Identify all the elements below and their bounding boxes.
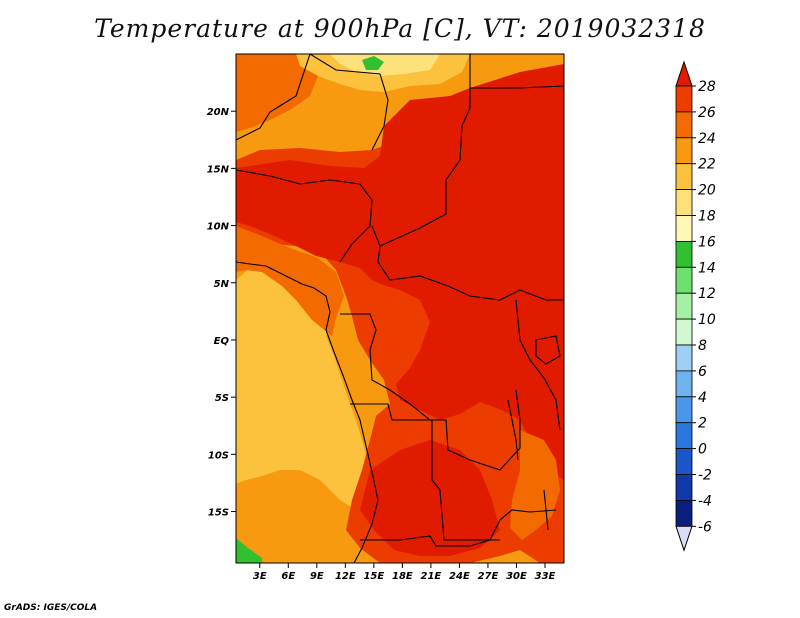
lake-tanganyika bbox=[507, 399, 519, 461]
colorbar-swatch bbox=[675, 215, 693, 242]
colorbar-label: 24 bbox=[698, 131, 716, 147]
colorbar-label: 12 bbox=[698, 286, 716, 302]
colorbar-over-triangle bbox=[675, 60, 693, 87]
colorbar-swatch bbox=[675, 111, 693, 139]
colorbar-label: 22 bbox=[698, 157, 716, 173]
lon-label: 3E bbox=[253, 571, 267, 582]
colorbar-label: 10 bbox=[698, 312, 716, 328]
colorbar-label: 4 bbox=[698, 390, 707, 406]
lon-label: 9E bbox=[310, 571, 324, 582]
lake-sahara-region bbox=[330, 54, 440, 76]
lon-label: 27E bbox=[478, 571, 499, 582]
lon-label: 21E bbox=[421, 571, 442, 582]
border-angola bbox=[350, 403, 500, 541]
border-west-1 bbox=[236, 54, 311, 141]
colorbar-label: -4 bbox=[698, 493, 712, 509]
border-car bbox=[377, 245, 564, 301]
colorbar-swatch bbox=[675, 266, 693, 294]
colorbar-swatch bbox=[675, 163, 693, 190]
colorbar-swatch bbox=[675, 137, 693, 165]
colorbar-swatch bbox=[675, 474, 693, 501]
lat-label: 15N bbox=[207, 164, 230, 175]
hottest-core-region bbox=[236, 64, 564, 480]
border-south bbox=[360, 509, 557, 547]
colorbar-label: -6 bbox=[698, 519, 712, 535]
colorbar-under-triangle bbox=[675, 525, 693, 552]
warm-north-band bbox=[236, 54, 318, 132]
lon-label: 18E bbox=[392, 571, 413, 582]
lon-label: 6E bbox=[281, 571, 295, 582]
cool-east-highlands bbox=[510, 430, 560, 540]
lake-malawi bbox=[543, 489, 549, 531]
lon-label: 12E bbox=[335, 571, 356, 582]
border-east bbox=[515, 299, 561, 431]
lat-label: 5S bbox=[215, 393, 229, 404]
green-patch-southwest bbox=[236, 538, 262, 563]
border-north-2 bbox=[371, 54, 471, 247]
colorbar-label: -2 bbox=[698, 468, 712, 484]
colorbar-swatch bbox=[675, 344, 693, 372]
lat-label: 5N bbox=[214, 279, 230, 290]
lat-label: EQ bbox=[214, 336, 230, 347]
colorbar-label: 16 bbox=[698, 234, 716, 250]
colorbar-swatch bbox=[675, 240, 693, 268]
lat-label: 10N bbox=[207, 222, 230, 233]
hot-south-region bbox=[360, 440, 500, 556]
colorbar-label: 28 bbox=[698, 79, 716, 95]
colorbar-label: 14 bbox=[698, 260, 716, 276]
colorbar-swatch bbox=[675, 499, 693, 527]
colorbar-swatch bbox=[675, 396, 693, 424]
warm-west-coast bbox=[236, 226, 344, 336]
lon-label: 33E bbox=[535, 571, 556, 582]
colorbar-label: 0 bbox=[698, 442, 707, 458]
grads-credit: GrADS: IGES/COLA bbox=[4, 603, 98, 613]
border-chad-sudan bbox=[470, 85, 564, 89]
colorbar-swatch bbox=[675, 370, 693, 398]
colorbar-label: 8 bbox=[698, 338, 707, 354]
cool-atlantic-region bbox=[236, 262, 378, 520]
lon-label: 15E bbox=[363, 571, 384, 582]
temperature-field bbox=[236, 54, 564, 563]
colorbar-swatch bbox=[675, 85, 693, 113]
colorbar-swatch bbox=[675, 318, 693, 346]
lon-label: 30E bbox=[506, 571, 527, 582]
map-title: Temperature at 900hPa [C], VT: 201903231… bbox=[94, 14, 706, 43]
colorbar-swatch bbox=[675, 189, 693, 216]
colorbar-label: 26 bbox=[698, 105, 716, 121]
colorbar-swatch bbox=[675, 448, 693, 475]
map-axes: 20N 15N 10N 5N EQ 5S 10S 15S 3E 6E 9E 12E 15E 18E 21E 2… bbox=[207, 107, 556, 582]
border-north-1 bbox=[309, 54, 389, 151]
colorbar-label: 20 bbox=[698, 183, 716, 199]
colorbar-swatch bbox=[675, 422, 693, 450]
map-frame bbox=[235, 53, 565, 564]
colorbar-label: 6 bbox=[698, 364, 707, 380]
border-nigeria bbox=[236, 169, 373, 263]
coastline bbox=[236, 261, 379, 563]
lat-label: 15S bbox=[208, 508, 229, 519]
lat-label: 10S bbox=[208, 450, 229, 461]
green-patch-north bbox=[362, 56, 384, 70]
colorbar-label: 2 bbox=[698, 416, 707, 432]
lat-label: 20N bbox=[207, 107, 230, 118]
boundaries bbox=[236, 54, 564, 563]
colorbar-label: 18 bbox=[698, 209, 716, 225]
colorbar-swatch bbox=[675, 292, 693, 320]
lon-label: 24E bbox=[449, 571, 470, 582]
lake-victoria bbox=[535, 335, 561, 365]
